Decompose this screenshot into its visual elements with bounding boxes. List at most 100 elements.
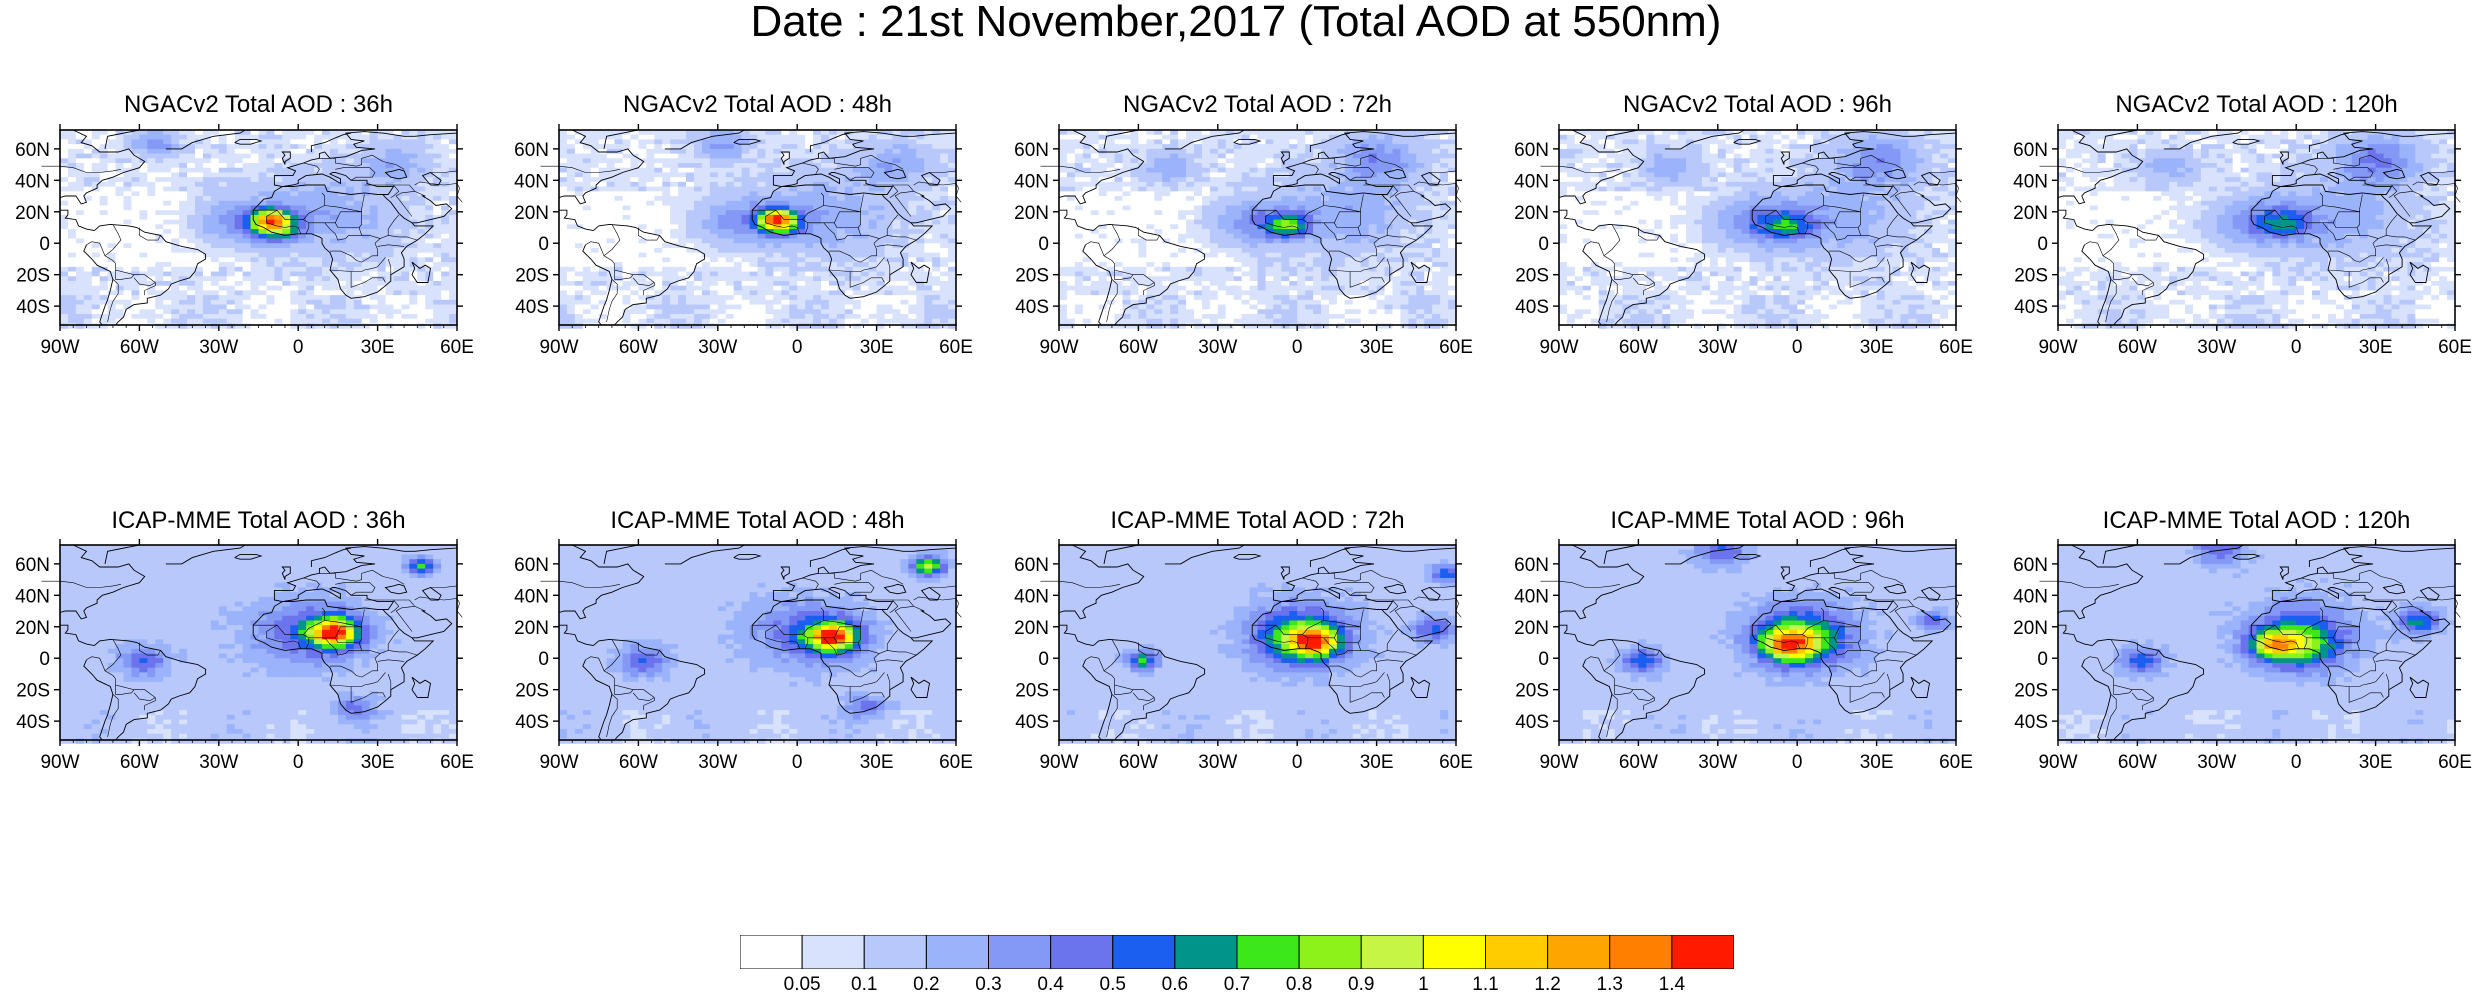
colorbar-label: 1.4 bbox=[1642, 975, 1702, 995]
lat-tick-label: 40N bbox=[15, 171, 50, 192]
aod-field bbox=[1559, 545, 1957, 744]
panel-title: ICAP-MME Total AOD : 120h bbox=[2007, 508, 2472, 534]
lat-tick-label: 40N bbox=[1514, 171, 1549, 192]
panel-title: NGACv2 Total AOD : 72h bbox=[1008, 92, 1508, 118]
lon-tick-label: 60E bbox=[1439, 337, 1473, 358]
lon-tick-label: 30E bbox=[860, 337, 894, 358]
lat-tick-label: 0 bbox=[1538, 234, 1549, 255]
colorbar-swatch bbox=[1113, 935, 1175, 969]
colorbar-label: 1.2 bbox=[1518, 975, 1578, 995]
colorbar-label: 1 bbox=[1393, 975, 1453, 995]
lat-tick-label: 20S bbox=[1515, 681, 1549, 702]
lat-tick-label: 40S bbox=[2014, 297, 2048, 318]
lat-tick-label: 60N bbox=[2013, 140, 2048, 161]
lat-tick-label: 40N bbox=[1514, 586, 1549, 607]
lon-tick-label: 30W bbox=[199, 752, 238, 773]
lat-tick-label: 60N bbox=[15, 140, 50, 161]
aod-field bbox=[1059, 545, 1457, 744]
panel-title: NGACv2 Total AOD : 48h bbox=[508, 92, 1008, 118]
panel-title: ICAP-MME Total AOD : 72h bbox=[1008, 508, 1508, 534]
lon-tick-label: 60W bbox=[1119, 337, 1158, 358]
lon-tick-label: 30W bbox=[698, 337, 737, 358]
lat-tick-label: 20S bbox=[16, 681, 50, 702]
colorbar-label: 0.6 bbox=[1145, 975, 1205, 995]
panel-title: NGACv2 Total AOD : 120h bbox=[2007, 92, 2472, 118]
lon-tick-label: 60E bbox=[2438, 752, 2472, 773]
lat-tick-label: 0 bbox=[538, 649, 549, 670]
lon-tick-label: 90W bbox=[2038, 752, 2077, 773]
lat-tick-label: 60N bbox=[1514, 140, 1549, 161]
lon-tick-label: 90W bbox=[2038, 337, 2077, 358]
lon-tick-label: 60W bbox=[2118, 337, 2157, 358]
lat-tick-label: 60N bbox=[514, 140, 549, 161]
colorbar-swatch bbox=[740, 935, 802, 969]
lat-tick-label: 20N bbox=[2013, 203, 2048, 224]
lat-tick-label: 0 bbox=[2037, 234, 2048, 255]
aod-colorbar bbox=[740, 935, 1734, 969]
lon-tick-label: 0 bbox=[2291, 752, 2302, 773]
colorbar-swatch bbox=[1175, 935, 1237, 969]
lat-tick-label: 60N bbox=[15, 555, 50, 576]
lon-tick-label: 60W bbox=[1619, 752, 1658, 773]
aod-field bbox=[60, 545, 458, 744]
aod-field bbox=[559, 545, 957, 744]
colorbar-swatch bbox=[1610, 935, 1672, 969]
lon-tick-label: 60E bbox=[440, 337, 474, 358]
colorbar-swatch bbox=[1486, 935, 1548, 969]
lat-tick-label: 20N bbox=[1514, 618, 1549, 639]
lat-tick-label: 20S bbox=[1015, 266, 1049, 287]
lon-tick-label: 60E bbox=[440, 752, 474, 773]
lon-tick-label: 60E bbox=[1439, 752, 1473, 773]
lat-tick-label: 20N bbox=[1014, 618, 1049, 639]
lon-tick-label: 0 bbox=[1292, 337, 1303, 358]
lat-tick-label: 0 bbox=[39, 649, 50, 670]
colorbar-swatch bbox=[864, 935, 926, 969]
lon-tick-label: 60W bbox=[619, 752, 658, 773]
lon-tick-label: 30E bbox=[1360, 752, 1394, 773]
lat-tick-label: 20N bbox=[1014, 203, 1049, 224]
colorbar-swatch bbox=[926, 935, 988, 969]
lat-tick-label: 40S bbox=[16, 297, 50, 318]
colorbar-swatch bbox=[1361, 935, 1423, 969]
lat-tick-label: 20S bbox=[515, 681, 549, 702]
lat-tick-label: 20N bbox=[514, 203, 549, 224]
lat-tick-label: 20S bbox=[2014, 266, 2048, 287]
lon-tick-label: 30E bbox=[860, 752, 894, 773]
colorbar-swatch bbox=[802, 935, 864, 969]
lat-tick-label: 40N bbox=[514, 586, 549, 607]
colorbar-label: 0.05 bbox=[772, 975, 832, 995]
lon-tick-label: 30W bbox=[1698, 752, 1737, 773]
lat-tick-label: 60N bbox=[1514, 555, 1549, 576]
lat-tick-label: 0 bbox=[538, 234, 549, 255]
lat-tick-label: 20N bbox=[15, 618, 50, 639]
lat-tick-label: 40S bbox=[16, 712, 50, 733]
lon-tick-label: 60W bbox=[1619, 337, 1658, 358]
aod-field bbox=[2058, 130, 2456, 329]
panel-title: ICAP-MME Total AOD : 48h bbox=[508, 508, 1008, 534]
lon-tick-label: 60W bbox=[120, 752, 159, 773]
lon-tick-label: 60E bbox=[2438, 337, 2472, 358]
lon-tick-label: 30E bbox=[1360, 337, 1394, 358]
lat-tick-label: 40S bbox=[1515, 297, 1549, 318]
lat-tick-label: 40S bbox=[515, 712, 549, 733]
colorbar-label: 1.1 bbox=[1456, 975, 1516, 995]
lon-tick-label: 60W bbox=[2118, 752, 2157, 773]
lat-tick-label: 60N bbox=[1014, 555, 1049, 576]
lon-tick-label: 0 bbox=[293, 337, 304, 358]
lon-tick-label: 90W bbox=[1039, 752, 1078, 773]
lat-tick-label: 40S bbox=[515, 297, 549, 318]
lon-tick-label: 30E bbox=[361, 752, 395, 773]
lon-tick-label: 90W bbox=[539, 752, 578, 773]
lon-tick-label: 60W bbox=[1119, 752, 1158, 773]
lon-tick-label: 60E bbox=[1939, 752, 1973, 773]
aod-field bbox=[559, 130, 957, 329]
